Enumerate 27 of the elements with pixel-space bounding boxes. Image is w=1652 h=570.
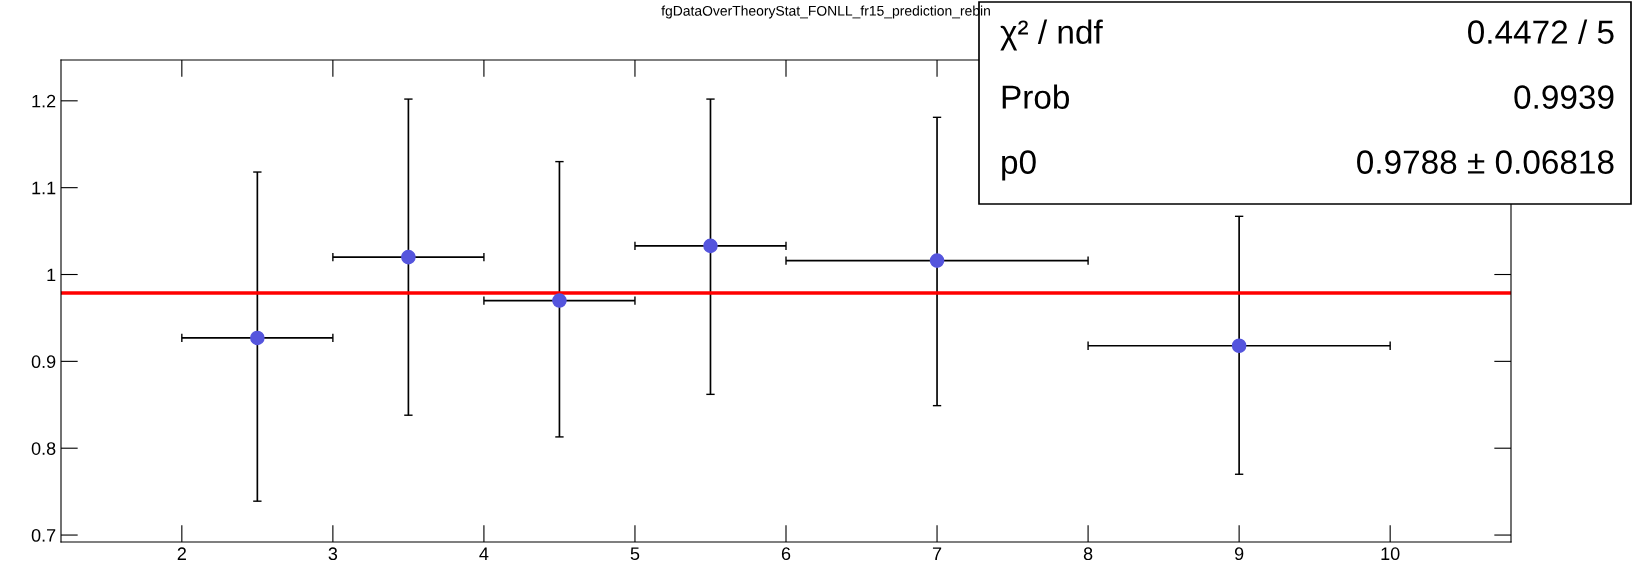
- y-tick-label: 0.9: [31, 355, 56, 369]
- point: [552, 293, 567, 308]
- y-tick-label: 1.2: [32, 94, 56, 108]
- y-tick-label: 1: [47, 268, 56, 282]
- text: 0.4472 / 5: [1468, 19, 1614, 44]
- x-tick-label: 2: [177, 547, 186, 560]
- x-tick-label: 10: [1381, 547, 1400, 561]
- y-tick-label: 0.7: [31, 528, 56, 542]
- x-tick-label: 5: [630, 547, 640, 561]
- y-tick-label: 1.1: [32, 181, 56, 195]
- x-tick-label: 7: [932, 547, 942, 560]
- point: [1231, 338, 1247, 354]
- text: 0.9939: [1514, 85, 1614, 109]
- annotation: Prob: [1002, 84, 1070, 109]
- point: [703, 238, 718, 254]
- annotation: p0: [1002, 150, 1036, 181]
- x-tick-label: 4: [479, 547, 489, 560]
- annotation: 0.9788 ± 0.06818: [1357, 150, 1614, 174]
- point: [401, 249, 416, 265]
- point: [929, 253, 945, 268]
- x-tick-label: 9: [1234, 547, 1244, 561]
- x-tick-label: 8: [1083, 547, 1093, 561]
- point: [250, 330, 265, 346]
- text: χ² / ndf: [1000, 19, 1103, 51]
- x-tick-label: 6: [781, 547, 791, 561]
- y-tick-label: 0.8: [31, 442, 56, 455]
- x-tick-label: 3: [328, 547, 338, 561]
